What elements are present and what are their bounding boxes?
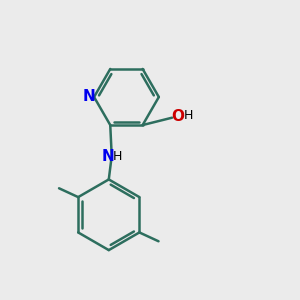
Text: H: H	[184, 109, 193, 122]
Text: N: N	[82, 89, 95, 104]
Text: N: N	[102, 149, 115, 164]
Text: H: H	[113, 150, 122, 163]
Text: O: O	[171, 109, 184, 124]
